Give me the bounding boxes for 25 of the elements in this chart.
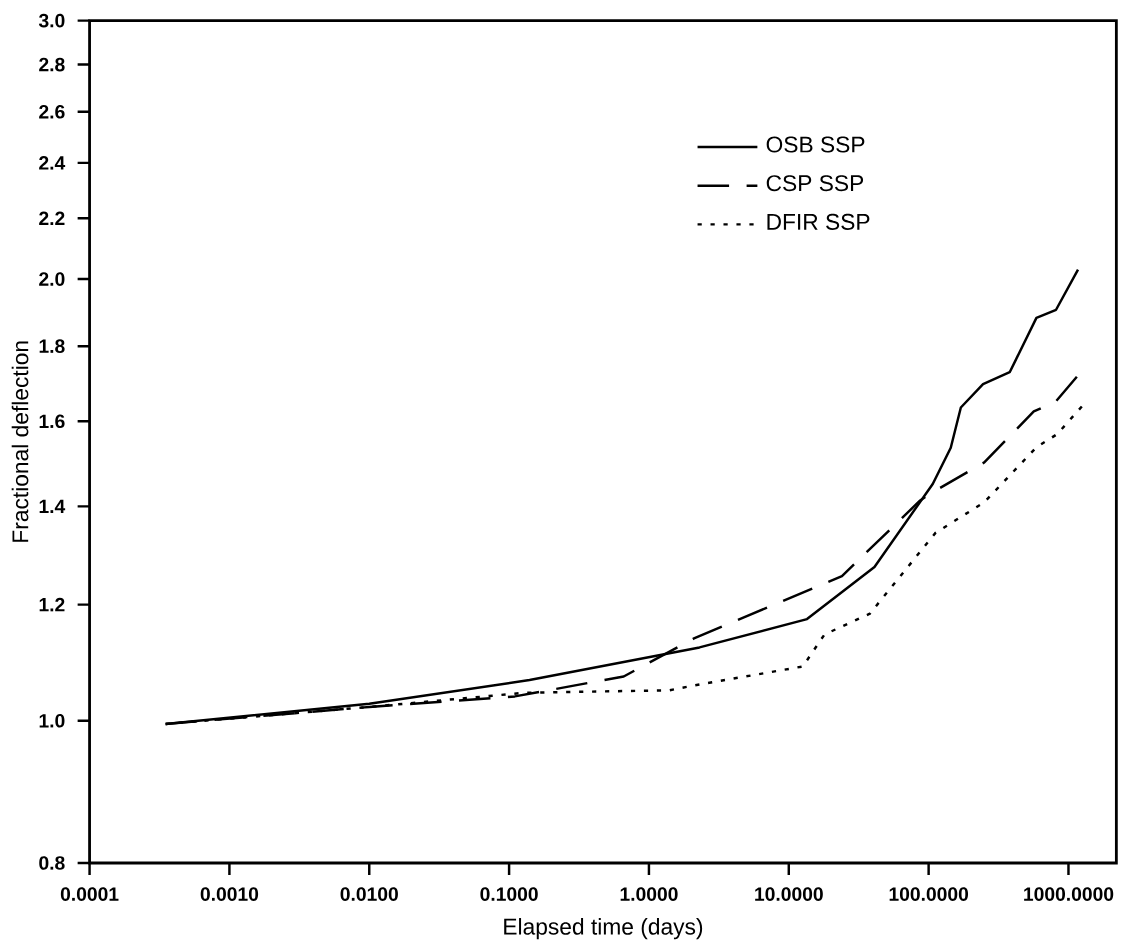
legend-label: OSB SSP — [766, 136, 865, 153]
y-tick-label: 1.6 — [39, 414, 65, 429]
y-tick-label: 1.4 — [39, 499, 66, 514]
x-axis-title: Elapsed time (days) — [504, 918, 703, 940]
y-tick-label: 0.8 — [39, 856, 65, 870]
x-tick-label: 0.0001 — [60, 887, 119, 901]
y-tick-label: 1.8 — [39, 339, 65, 354]
y-tick-label: 1.0 — [39, 713, 65, 728]
y-tick-label: 2.6 — [39, 105, 65, 119]
y-tick-label: 3.0 — [38, 13, 65, 28]
y-tick-label: 2.2 — [39, 211, 65, 226]
y-axis-title: Fractional deflection — [11, 341, 29, 542]
x-tick-label: 0.0010 — [200, 887, 259, 901]
x-tick-label: 1.0000 — [620, 887, 678, 901]
x-tick-label: 1000.0000 — [1024, 887, 1114, 901]
legend-label: CSP SSP — [766, 175, 864, 192]
x-tick-label: 10.0000 — [755, 887, 823, 901]
y-tick-label: 2.0 — [39, 272, 65, 286]
y-tick-label: 2.8 — [39, 57, 65, 72]
x-tick-label: 0.1000 — [480, 887, 538, 901]
y-tick-label: 1.2 — [39, 597, 65, 612]
x-tick-label: 0.0100 — [340, 887, 398, 901]
y-tick-label: 2.4 — [39, 156, 66, 170]
legend-label: DFIR SSP — [767, 213, 870, 230]
x-tick-label: 100.0000 — [889, 887, 969, 901]
